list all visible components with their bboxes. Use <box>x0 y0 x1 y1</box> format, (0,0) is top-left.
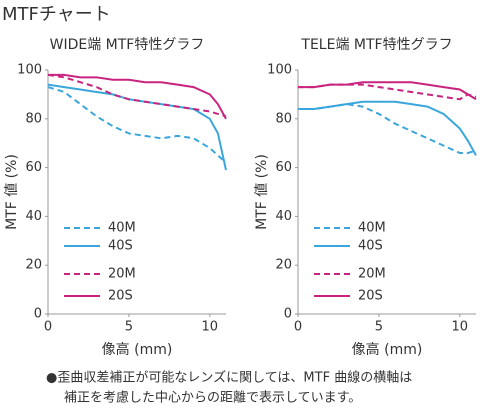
x-tick-label: 5 <box>375 320 383 335</box>
y-axis-label: MTF 値 (%) <box>254 154 270 230</box>
y-axis-label: MTF 値 (%) <box>4 154 20 230</box>
legend-label: 40S <box>108 239 133 254</box>
x-axis-label: 像高 (mm) <box>352 341 423 358</box>
y-tick-label: 40 <box>275 209 292 224</box>
y-tick-label: 100 <box>17 63 42 78</box>
y-tick-label: 40 <box>25 209 42 224</box>
chart-title: TELE端 MTF特性グラフ <box>300 37 452 53</box>
note: ●歪曲収差補正が可能なレンズに関しては、MTF 曲線の横軸は <box>46 370 412 386</box>
x-axis-label: 像高 (mm) <box>102 341 173 358</box>
legend-label: 20M <box>358 267 386 282</box>
legend-label: 40S <box>358 239 383 254</box>
x-tick-label: 10 <box>202 320 219 335</box>
legend-label: 20S <box>358 289 383 304</box>
page-title: MTFチャート <box>2 4 111 25</box>
chart-title: WIDE端 MTF特性グラフ <box>50 37 205 53</box>
y-tick-label: 20 <box>25 258 42 273</box>
y-tick-label: 80 <box>275 111 292 126</box>
series-line <box>298 103 477 154</box>
x-tick-label: 0 <box>44 320 52 335</box>
x-tick-label: 5 <box>125 320 133 335</box>
note: 補正を考慮した中心からの距離で表示しています。 <box>64 391 361 406</box>
series-line <box>298 81 477 101</box>
series-line <box>298 83 477 101</box>
legend-label: 40M <box>358 221 386 236</box>
y-tick-label: 60 <box>275 160 292 175</box>
series-line <box>47 73 227 118</box>
series-line <box>47 83 227 171</box>
y-tick-label: 60 <box>25 160 42 175</box>
legend-label: 40M <box>108 221 136 236</box>
series-line <box>298 100 477 156</box>
y-tick-label: 0 <box>284 307 292 322</box>
x-tick-label: 10 <box>452 320 469 335</box>
legend-label: 20M <box>108 267 136 282</box>
x-tick-label: 0 <box>294 320 302 335</box>
legend-label: 20S <box>108 289 133 304</box>
y-tick-label: 100 <box>267 63 292 78</box>
y-tick-label: 80 <box>25 111 42 126</box>
y-tick-label: 20 <box>275 258 292 273</box>
y-tick-label: 0 <box>34 307 42 322</box>
series-line <box>47 86 227 164</box>
series-line <box>48 73 227 120</box>
